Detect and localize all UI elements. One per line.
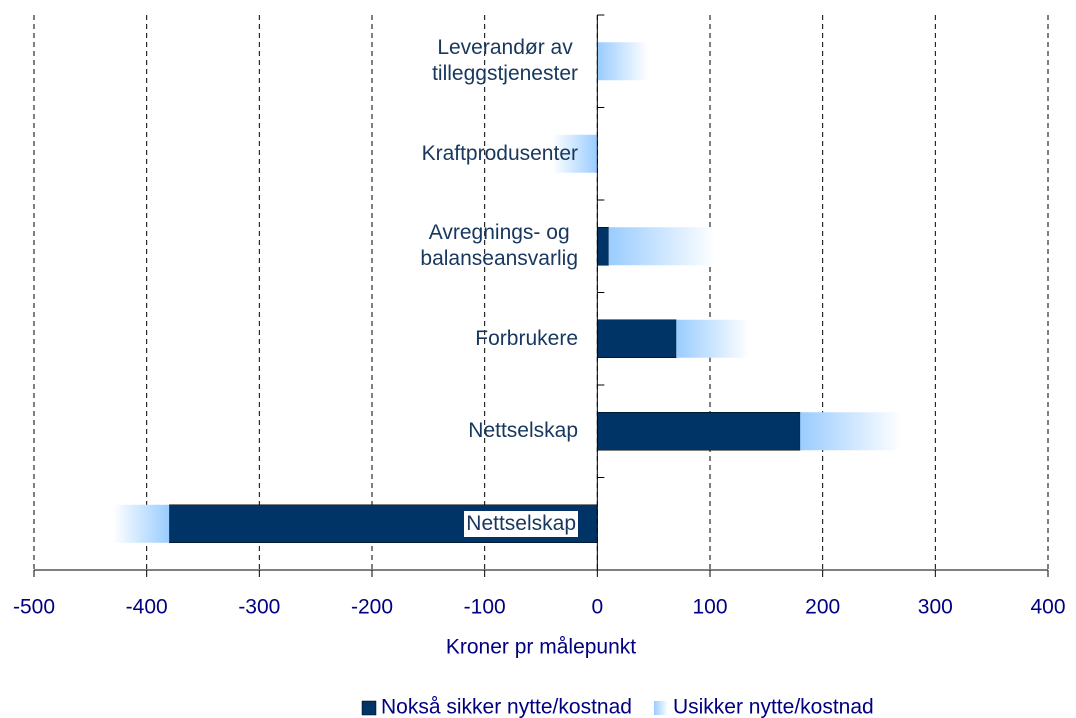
x-axis-title: Kroner pr målepunkt: [446, 636, 636, 659]
x-tick-label: -500: [13, 596, 55, 619]
legend-label: Nokså sikker nytte/kostnad: [381, 696, 632, 718]
bar: [597, 412, 801, 451]
category-label: Leverandør av tilleggstjenester: [432, 36, 578, 86]
category-label: Nettselskap: [468, 419, 578, 443]
x-tick-label: -100: [464, 596, 506, 619]
bar: [112, 504, 170, 543]
category-label: Nettselskap: [464, 510, 578, 537]
category-label: Forbrukere: [475, 326, 578, 350]
legend-label: Usikker nytte/kostnad: [673, 696, 874, 718]
x-tick-label: -200: [351, 596, 393, 619]
bar: [676, 319, 750, 358]
legend-swatch: [653, 701, 668, 715]
bar: [608, 227, 716, 266]
x-tick-label: 100: [692, 596, 727, 619]
category-label: Kraftprodusenter: [421, 141, 578, 165]
x-tick-label: 400: [1030, 596, 1065, 619]
bar: [597, 319, 677, 358]
bar: [597, 227, 609, 266]
x-tick-label: 200: [805, 596, 840, 619]
bar: [552, 134, 598, 173]
bar: [597, 42, 649, 81]
x-tick-label: -400: [126, 596, 168, 619]
legend-swatch: [361, 700, 377, 716]
category-label: Avregnings- og balanseansvarlig: [420, 221, 578, 271]
bar: [800, 412, 902, 451]
x-tick-label: 300: [918, 596, 953, 619]
x-tick-label: -300: [238, 596, 280, 619]
x-tick-label: 0: [591, 596, 603, 619]
